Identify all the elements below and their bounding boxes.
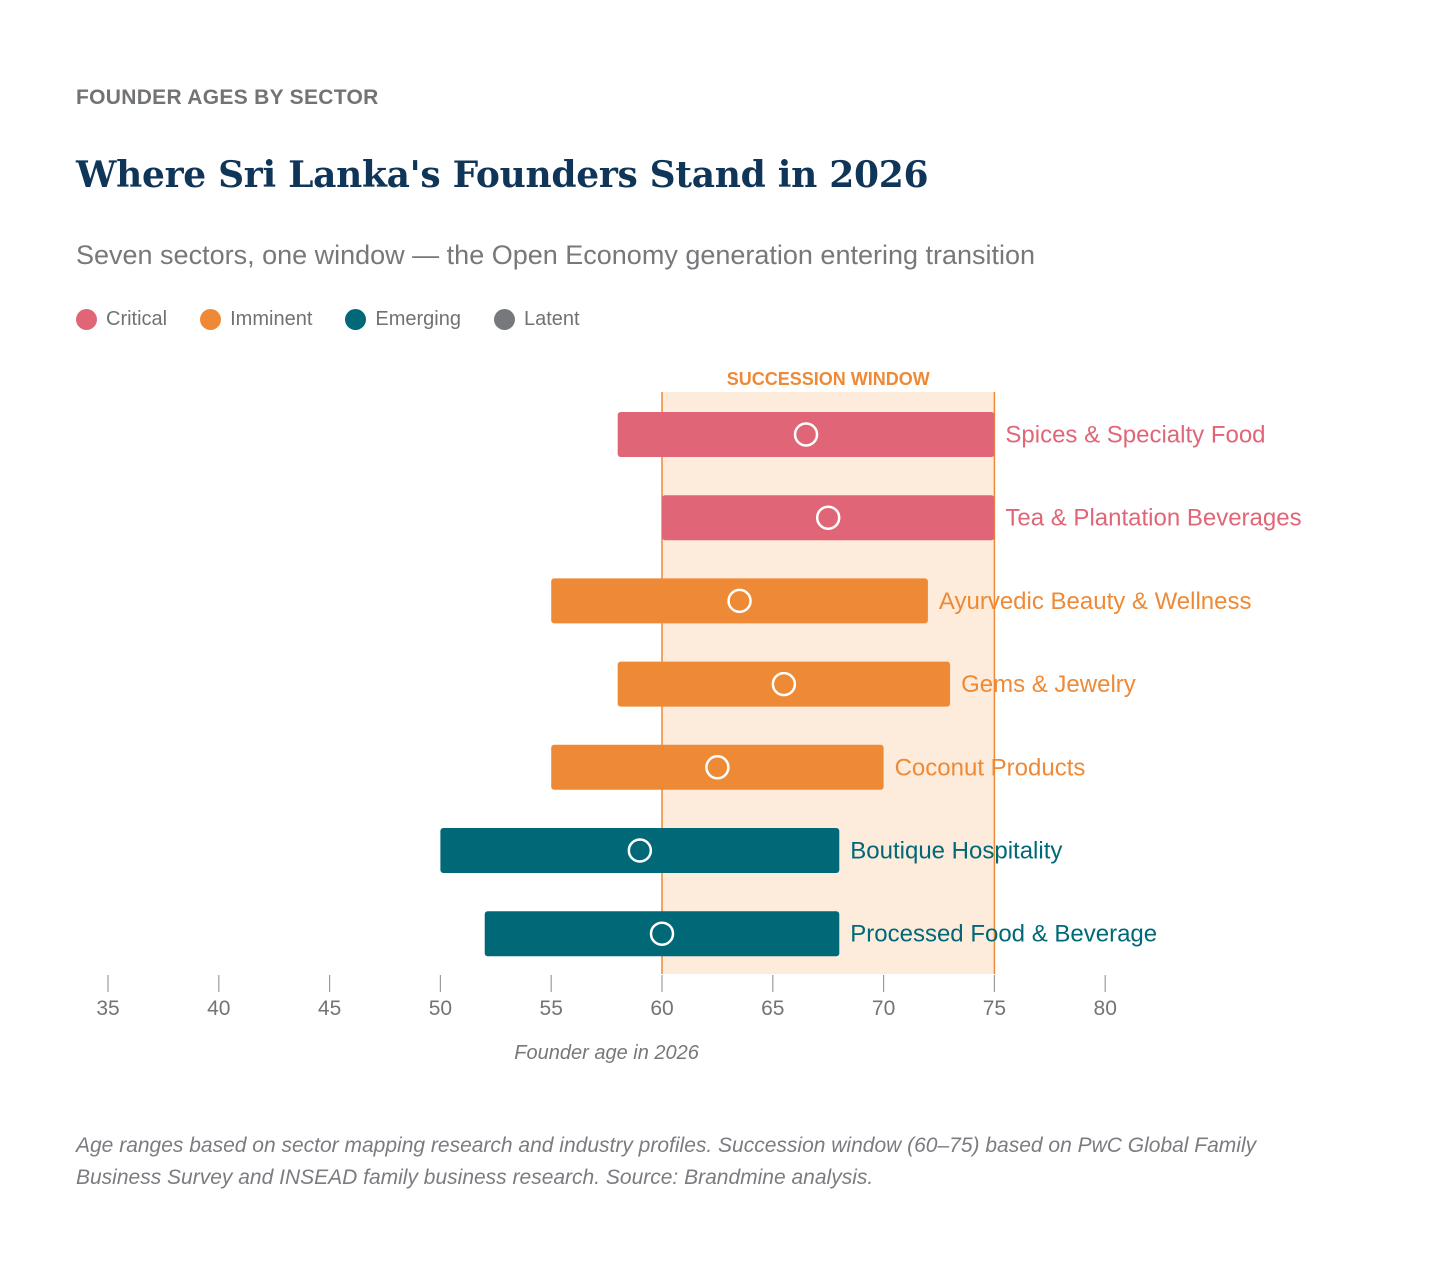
legend-swatch-imminent — [200, 309, 222, 330]
chart-subtitle: Seven sectors, one window — the Open Eco… — [76, 240, 1036, 270]
x-tick-label-50: 50 — [429, 997, 452, 1020]
chart-title: Where Sri Lanka's Founders Stand in 2026 — [76, 154, 929, 196]
legend-item-emerging: Emerging — [345, 308, 461, 331]
range-bar-processed-food-beverage — [484, 911, 840, 957]
x-tick-label-75: 75 — [983, 997, 1006, 1020]
median-marker-spices-specialty-food — [793, 422, 819, 447]
legend-swatch-latent — [493, 309, 515, 330]
median-marker-boutique-hospitality — [627, 838, 653, 863]
legend-label-emerging: Emerging — [375, 308, 461, 330]
x-tick-label-35: 35 — [96, 997, 119, 1020]
x-axis-label: Founder age in 2026 — [514, 1042, 699, 1064]
legend-label-latent: Latent — [523, 308, 580, 330]
bar-label-ayurvedic-beauty-wellness: Ayurvedic Beauty & Wellness — [939, 588, 1252, 615]
legend-swatch-critical — [76, 309, 97, 330]
range-bar-tea-plantation-beverages — [662, 495, 995, 541]
bar-label-tea-plantation-beverages: Tea & Plantation Beverages — [1005, 505, 1301, 532]
range-bar-boutique-hospitality — [440, 828, 840, 873]
x-tick-label-80: 80 — [1094, 997, 1117, 1020]
bar-label-spices-specialty-food: Spices & Specialty Food — [1005, 422, 1265, 449]
bar-label-gems-jewelry: Gems & Jewelry — [961, 671, 1136, 698]
bar-label-boutique-hospitality: Boutique Hospitality — [850, 838, 1062, 865]
legend-label-critical: Critical — [106, 308, 168, 330]
median-marker-coconut-products — [705, 755, 730, 780]
median-marker-gems-jewelry — [771, 671, 797, 697]
x-tick-label-65: 65 — [761, 997, 784, 1020]
chart-eyebrow: FOUNDER AGES BY SECTOR — [76, 86, 379, 109]
legend-swatch-emerging — [345, 309, 367, 330]
range-bar-ayurvedic-beauty-wellness — [551, 578, 928, 624]
legend-item-critical: Critical — [76, 308, 167, 331]
legend-label-imminent: Imminent — [230, 308, 313, 330]
legend-item-imminent: Imminent — [200, 308, 312, 331]
x-tick-label-60: 60 — [650, 997, 673, 1020]
legend-item-latent: Latent — [493, 308, 580, 331]
median-marker-ayurvedic-beauty-wellness — [727, 588, 752, 614]
range-bar-spices-specialty-food — [617, 412, 995, 457]
legend: Critical Imminent Emerging Latent — [76, 308, 580, 331]
x-tick-label-45: 45 — [318, 997, 341, 1020]
x-tick-label-40: 40 — [207, 997, 230, 1020]
median-marker-processed-food-beverage — [649, 921, 675, 946]
range-bar-coconut-products — [551, 744, 884, 790]
x-tick-label-55: 55 — [540, 997, 563, 1020]
bar-label-coconut-products: Coconut Products — [895, 754, 1086, 781]
range-chart: SUCCESSION WINDOW Spices & Specialty Food… — [96, 369, 1301, 1064]
x-tick-label-70: 70 — [872, 997, 895, 1020]
succession-window-label: SUCCESSION WINDOW — [727, 369, 930, 389]
chart-footnote: Age ranges based on sector mapping resea… — [76, 1134, 1257, 1189]
range-bar-gems-jewelry — [617, 661, 951, 707]
median-marker-tea-plantation-beverages — [815, 505, 841, 530]
bar-label-processed-food-beverage: Processed Food & Beverage — [850, 921, 1157, 948]
